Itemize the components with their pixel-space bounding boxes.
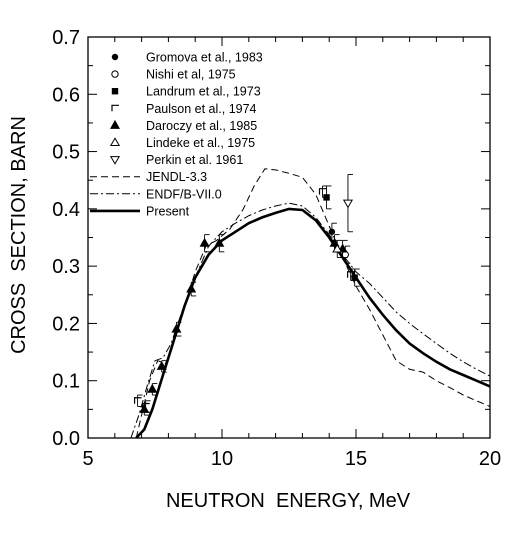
x-tick-label: 5 <box>82 448 93 470</box>
legend-label: Landrum et al., 1973 <box>146 85 261 99</box>
legend-label: Perkin et al. 1961 <box>146 153 243 167</box>
series-line <box>130 202 491 439</box>
y-tick-label: 0.1 <box>52 371 80 393</box>
y-tick-label: 0.2 <box>52 313 80 335</box>
legend-label: Lindeke et al., 1975 <box>146 136 255 150</box>
series-line <box>135 168 491 439</box>
axes: 5 10 15 20 0.0 0.1 0.2 0.3 0.4 0.5 0.6 0.7 <box>52 27 501 470</box>
legend-marker <box>111 53 119 61</box>
legend-label: Paulson et al., 1974 <box>146 102 257 116</box>
x-tick-label: 15 <box>345 448 367 470</box>
data-point <box>351 274 358 281</box>
data-points <box>133 174 360 416</box>
data-point <box>156 360 167 370</box>
legend-marker <box>111 104 119 112</box>
legend-marker <box>111 70 119 78</box>
legend-label: Gromova et al., 1983 <box>146 51 263 65</box>
legend-marker <box>110 119 120 129</box>
data-point <box>186 283 197 293</box>
y-tick-label: 0.0 <box>52 428 80 450</box>
series-line <box>135 207 491 439</box>
x-tick-label: 10 <box>211 448 233 470</box>
legend-marker <box>109 156 121 165</box>
data-point <box>332 243 343 253</box>
y-tick-label: 0.6 <box>52 84 80 106</box>
y-tick-label: 0.5 <box>52 142 80 164</box>
data-point <box>199 237 210 247</box>
y-tick-label: 0.3 <box>52 256 80 278</box>
data-point <box>139 403 150 413</box>
y-axis-title: CROSS SECTION, BARN <box>8 116 30 354</box>
legend-label: JENDL-3.3 <box>146 170 207 184</box>
model-curves <box>130 168 491 439</box>
legend-marker <box>111 88 119 95</box>
data-point <box>347 271 355 278</box>
legend-marker <box>109 137 121 146</box>
legend-label: Daroczy et al., 1985 <box>146 119 257 133</box>
data-point <box>328 228 336 235</box>
data-point <box>342 199 354 209</box>
x-tick-label: 20 <box>479 448 501 470</box>
legend-label: Present <box>146 204 190 218</box>
data-point <box>318 188 327 195</box>
data-point <box>147 383 158 393</box>
y-tick-label: 0.7 <box>52 27 80 49</box>
legend: Gromova et al., 1983 Nishi et al, 1975 Lan… <box>90 51 263 218</box>
x-axis-title: NEUTRON ENERGY, MeV <box>166 490 411 512</box>
data-point <box>171 323 182 333</box>
legend-label: Nishi et al, 1975 <box>146 68 236 82</box>
data-point <box>133 397 142 404</box>
data-point <box>214 237 225 247</box>
y-tick-label: 0.4 <box>52 199 80 221</box>
legend-label: ENDF/B-VII.0 <box>146 187 222 201</box>
